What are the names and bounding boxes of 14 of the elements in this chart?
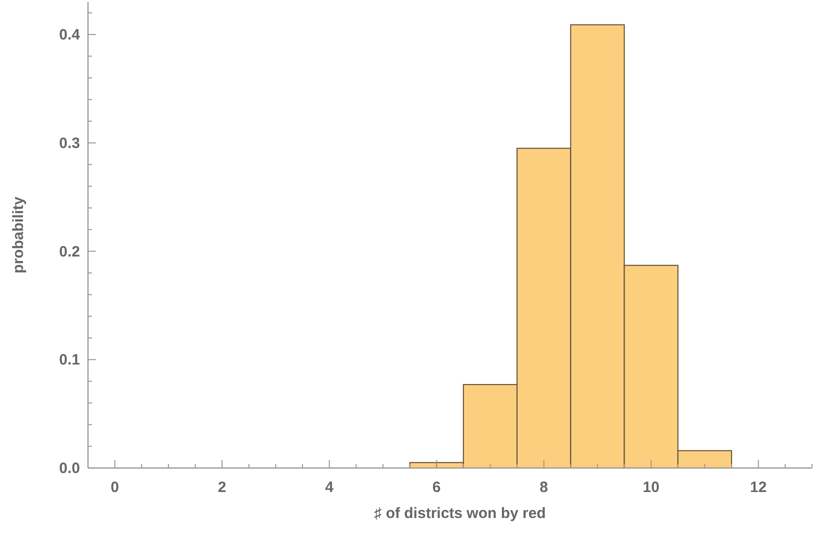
x-tick-label: 4 [325,479,334,496]
x-tick-label: 12 [750,479,767,496]
x-tick-label: 10 [642,479,660,496]
x-tick-label: 2 [218,479,226,496]
x-tick-label: 6 [432,479,441,496]
x-tick-label: 8 [540,479,548,496]
y-axis-title: probability [10,196,27,274]
y-tick-label: 0.0 [59,460,80,477]
y-tick-label: 0.3 [59,134,80,152]
x-axis-title: ♯ of districts won by red [374,505,546,522]
y-tick-label: 0.4 [59,26,81,44]
y-tick-label: 0.2 [59,243,80,260]
x-tick-label: 0 [110,479,119,496]
y-tick-label: 0.1 [59,352,80,369]
